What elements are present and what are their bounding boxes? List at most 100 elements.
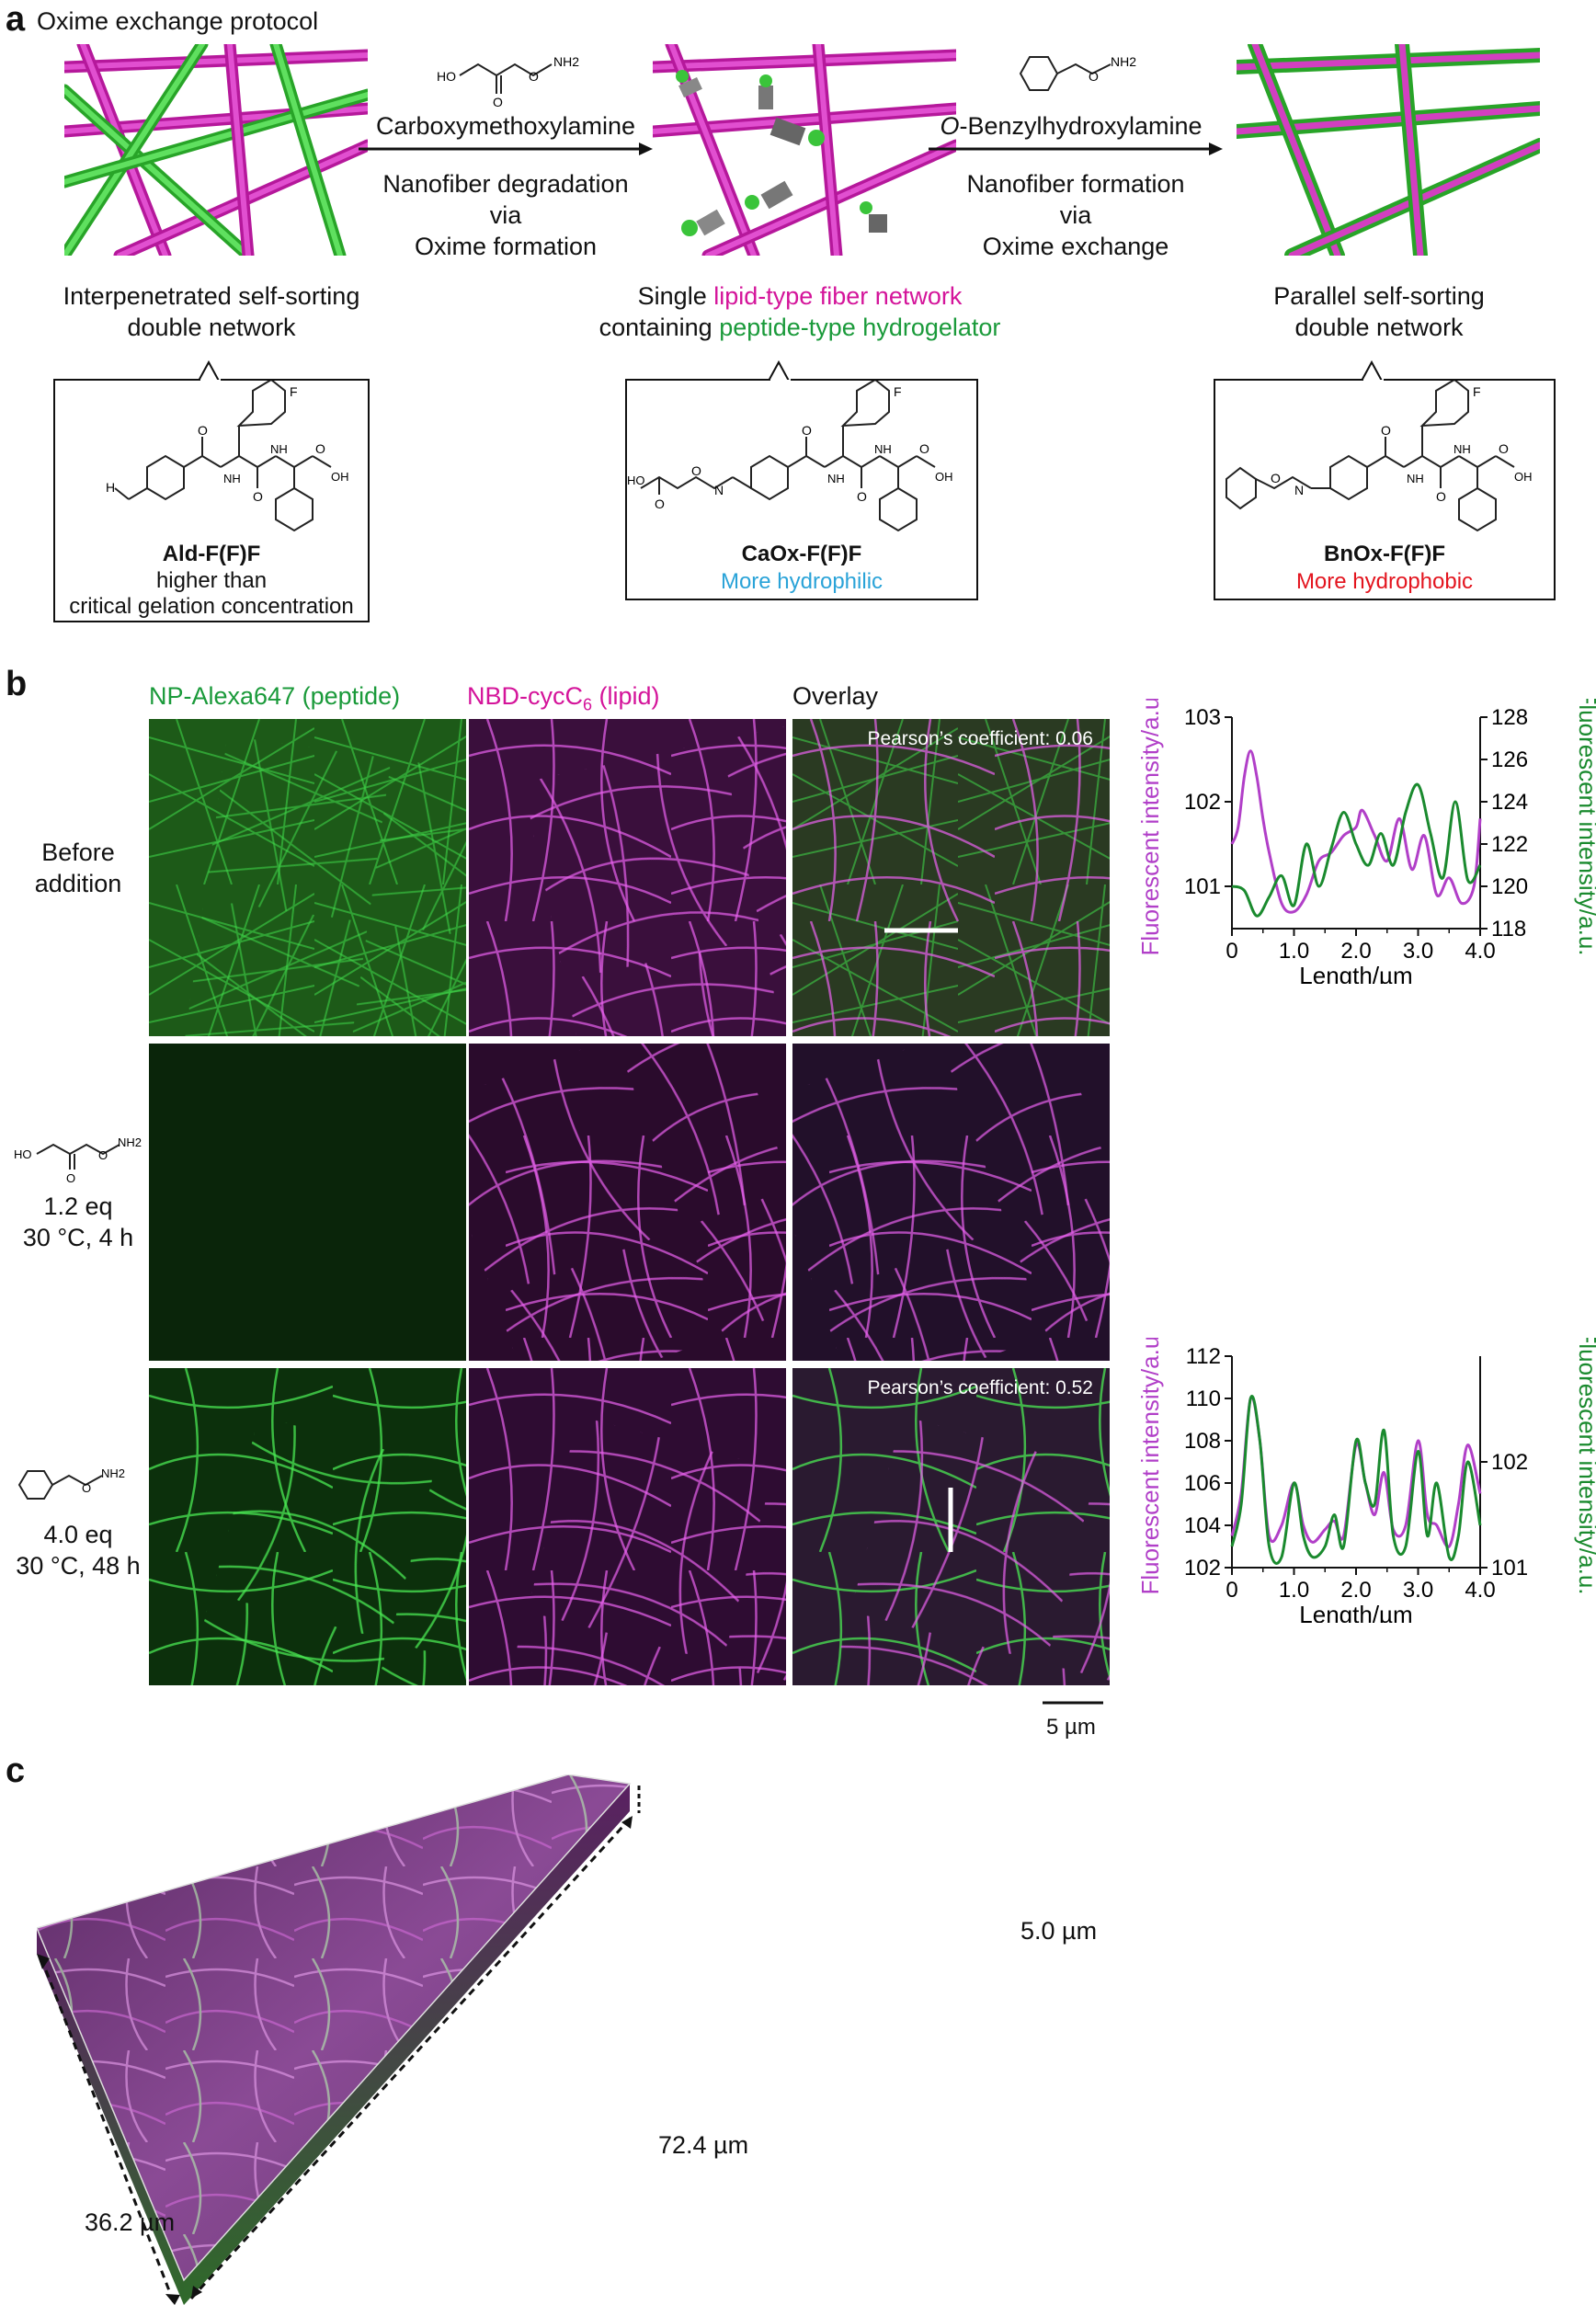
reagent-structure-carboxymethoxylamine: HO O O NH2 (437, 54, 579, 109)
svg-text:OH: OH (331, 470, 349, 484)
chart-1-ytick-left-label: 101 (1184, 874, 1221, 899)
svg-text:O: O (919, 441, 929, 456)
chart-2-xtick-label: 0 (1226, 1578, 1237, 1603)
reagent-2-name: O-Benzylhydroxylamine (940, 112, 1203, 140)
scale-bar (1043, 1701, 1103, 1705)
svg-text:HO: HO (14, 1147, 32, 1161)
svg-text:O: O (1381, 423, 1391, 438)
chart-1-xtick-label: 0 (1226, 939, 1237, 964)
chart-1-xtick-label: 2.0 (1340, 939, 1371, 964)
svg-text:O: O (253, 489, 263, 504)
chart-2-xtick-label: 3.0 (1403, 1578, 1433, 1603)
svg-text:NH2: NH2 (101, 1466, 125, 1480)
compound-note-ald-2: critical gelation concentration (69, 594, 354, 619)
svg-text:O: O (82, 1481, 91, 1495)
callout-pointer-2 (768, 359, 791, 383)
chart-2-ytick-right-label: 102 (1491, 1450, 1528, 1475)
state-1-caption: Interpenetrated self-sorting double netwo… (63, 282, 360, 341)
micrograph-overlay-4-0eq: Pearson’s coefficient: 0.52 (792, 1368, 1110, 1685)
chart-2-ylabel-right: Fluorescent intensity/a.u. (1574, 1338, 1596, 1595)
row-label-before: Before addition (34, 839, 122, 897)
svg-text:NH2: NH2 (553, 54, 579, 69)
svg-text:O: O (1089, 69, 1099, 84)
step-2-line-2: via (1059, 201, 1092, 229)
line-profile-chart-before: 0 1.0 2.0 3.0 4.0 101 102 103 118 120 122 124 126 128… (1136, 699, 1596, 984)
chart-2-ylabel-left: Fluorescent intensity/a.u. (1136, 1338, 1164, 1595)
box-top-border-2 (625, 379, 978, 381)
ho-label: HO (437, 69, 456, 84)
svg-text:NH: NH (223, 472, 241, 485)
micrograph-lipid-4-0eq (469, 1368, 786, 1685)
svg-text:O: O (1271, 471, 1281, 485)
chart-1-ytick-right-label: 118 (1491, 917, 1526, 941)
fiber-network-parallel (1237, 44, 1540, 256)
callout-pointer-1 (198, 359, 221, 383)
chart-1-series-0 (1230, 749, 1482, 914)
chart-1-series-1 (1231, 782, 1482, 918)
step-1-line-3: Oxime formation (414, 233, 598, 260)
arrow-2 (929, 143, 1223, 155)
svg-text:HO: HO (627, 474, 645, 487)
compound-box-bnox: F O N O NH O NH O OH BnOx-F(F)F More hyd… (1214, 378, 1556, 600)
svg-text:O: O (98, 1148, 108, 1162)
compound-note-bnox: More hydrophobic (1295, 569, 1474, 594)
structure-caox-ffF: F HO O O N O NH O NH O OH (627, 378, 953, 532)
svg-text:F: F (290, 384, 298, 399)
chart-2-ytick-left-label: 102 (1184, 1556, 1221, 1580)
micrograph-peptide-before (149, 719, 466, 1036)
svg-text:NH2: NH2 (1111, 54, 1136, 69)
compound-box-ald: F H O NH O NH O OH Ald-F(F)F higher than… (53, 378, 370, 622)
step-2-line-1: Nanofiber formation (966, 170, 1185, 198)
compound-box-caox: F HO O O N O NH O NH O OH CaOx-F(F)F Mor… (625, 378, 978, 600)
chart-2-ytick-left-label: 106 (1184, 1471, 1221, 1496)
box-top-border-3 (1214, 379, 1556, 381)
chart-1-ylabel-right: Fluorescent intensity/a.u. (1574, 699, 1596, 956)
chart-1-ytick-left-label: 102 (1184, 790, 1221, 815)
reagent-structure-benzylhydroxylamine: O NH2 (1019, 54, 1136, 91)
chart-2-ytick-left-label: 108 (1184, 1429, 1221, 1454)
micrograph-peptide-4-0eq (149, 1368, 466, 1685)
svg-text:N: N (1294, 483, 1304, 497)
svg-text:F: F (894, 384, 902, 399)
svg-text:O: O (691, 463, 701, 478)
chart-1-xtick-label: 1.0 (1279, 939, 1309, 964)
svg-text:O: O (1499, 441, 1509, 456)
svg-text:O: O (529, 69, 539, 84)
svg-text:N: N (714, 483, 724, 497)
row-2-reagent-structure: HO O O NH2 (14, 1135, 142, 1185)
chart-2-ytick-left-label: 110 (1186, 1386, 1221, 1411)
compound-note-ald-1: higher than (155, 568, 268, 593)
chart-1-ytick-right-label: 126 (1491, 747, 1528, 772)
chart-2-ytick-left-label: 112 (1186, 1344, 1221, 1369)
micrograph-overlay-before: Pearson’s coefficient: 0.06 (792, 719, 1110, 1036)
callout-pointer-3 (1361, 359, 1384, 383)
svg-text:O: O (493, 95, 503, 109)
state-3-caption: Parallel self-sorting double network (1273, 282, 1485, 341)
panel-c-letter: c (6, 1752, 26, 1790)
structure-ald-ffF: F H O NH O NH O OH (106, 378, 349, 532)
pearson-coefficient-4-0eq: Pearson’s coefficient: 0.52 (867, 1377, 1093, 1398)
box-top-border-1 (53, 379, 370, 381)
svg-text:F: F (1473, 384, 1481, 399)
svg-text:O: O (857, 489, 867, 504)
chart-1-xtick-label: 4.0 (1465, 939, 1495, 964)
structure-bnox-ffF: F O N O NH O NH O OH (1226, 378, 1533, 532)
col-header-peptide: NP-Alexa647 (peptide) (149, 682, 401, 710)
step-1-line-1: Nanofiber degradation (382, 170, 629, 198)
chart-2-ytick-right-label: 101 (1491, 1556, 1528, 1580)
dimension-depth: 5.0 µm (1020, 1917, 1098, 1945)
row-label-4-0eq: 4.0 eq 30 °C, 48 h (16, 1521, 141, 1580)
svg-text:NH: NH (1407, 472, 1424, 485)
svg-text:OH: OH (1514, 470, 1533, 484)
panel-b-letter: b (6, 665, 28, 703)
svg-text:NH: NH (827, 472, 845, 485)
chart-2-xtick-label: 1.0 (1279, 1578, 1309, 1603)
svg-text:NH: NH (874, 442, 892, 456)
svg-text:O: O (66, 1171, 75, 1185)
svg-text:O: O (1436, 489, 1446, 504)
compound-name-caox: CaOx-F(F)F (741, 542, 862, 566)
micrograph-overlay-1-2eq (792, 1044, 1110, 1361)
chart-1-ytick-right-label: 122 (1491, 832, 1528, 857)
line-profile-chart-4-0eq: 0 1.0 2.0 3.0 4.0 102 104 106 108 110 112 101 102 Len… (1136, 1338, 1596, 1623)
svg-text:O: O (655, 496, 665, 511)
